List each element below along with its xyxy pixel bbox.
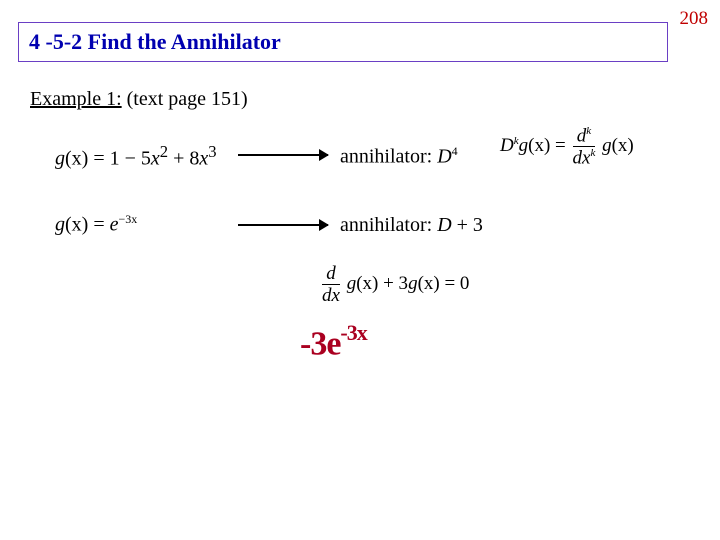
ann2-rest: + 3 (452, 214, 483, 236)
opdef-g2: g (602, 135, 612, 156)
opdef-fraction: dkdxk (573, 126, 596, 168)
eq1-mid: = 1 − 5 (88, 148, 151, 170)
diffeq-arg2: (x) (418, 273, 440, 294)
opdef-g1: g (519, 135, 529, 156)
example-prefix: Example 1: (30, 88, 122, 110)
g-arg: (x) (65, 148, 88, 170)
differential-equation: ddx g(x) + 3g(x) = 0 (320, 264, 469, 305)
annihilator-1: annihilator: D4 (340, 144, 458, 169)
ann2-op: D (437, 214, 451, 236)
operator-definition: Dkg(x) = dkdxk g(x) (500, 126, 634, 168)
annihilator-2: annihilator: D + 3 (340, 214, 483, 237)
diffeq-mid: + 3 (378, 273, 408, 294)
eq1-x2: x (151, 148, 160, 170)
ann1-exp: 4 (452, 144, 458, 158)
opdef-den-dx: dx (573, 148, 591, 169)
diffeq-fraction: ddx (322, 264, 340, 305)
equation-1: g(x) = 1 − 5x2 + 8x3 (55, 142, 217, 171)
diffeq-arg1: (x) (356, 273, 378, 294)
section-title-text: 4 -5-2 Find the Annihilator (29, 29, 281, 54)
diffeq-rhs: = 0 (440, 273, 470, 294)
opdef-arg2: (x) (612, 135, 634, 156)
opdef-eq: = (550, 135, 570, 156)
eq2-e: e (110, 214, 119, 236)
diffeq-g1: g (347, 273, 357, 294)
diffeq-den: dx (322, 285, 340, 305)
eq2-g: g (55, 214, 65, 236)
equation-2: g(x) = e−3x (55, 212, 137, 237)
eq2-eq: = (88, 214, 109, 236)
g-symbol: g (55, 148, 65, 170)
diffeq-num: d (322, 264, 340, 285)
hand-exp: -3x (340, 320, 366, 345)
eq1-p2: 2 (160, 142, 168, 161)
eq2-arg: (x) (65, 214, 88, 236)
opdef-arg1: (x) (528, 135, 550, 156)
page-number: 208 (680, 8, 709, 30)
eq1-plus: + 8 (168, 148, 199, 170)
opdef-den-k: k (590, 147, 595, 159)
diffeq-g2: g (408, 273, 418, 294)
eq1-x3: x (199, 148, 208, 170)
opdef-num-d: d (577, 125, 587, 146)
arrow-icon (238, 224, 328, 226)
eq2-exp: −3x (119, 212, 138, 226)
example-heading: Example 1: (text page 151) (30, 88, 248, 111)
handwritten-annotation: -3e-3x (300, 322, 367, 363)
opdef-num-k: k (586, 125, 591, 137)
ann2-label: annihilator: (340, 214, 437, 236)
ann1-op: D (437, 146, 451, 168)
opdef-D: D (500, 135, 514, 156)
arrow-icon (238, 154, 328, 156)
ann1-label: annihilator: (340, 146, 437, 168)
eq1-p3: 3 (208, 142, 216, 161)
section-title-box: 4 -5-2 Find the Annihilator (18, 22, 668, 62)
example-suffix: (text page 151) (122, 88, 248, 110)
hand-base: -3e (300, 325, 340, 362)
